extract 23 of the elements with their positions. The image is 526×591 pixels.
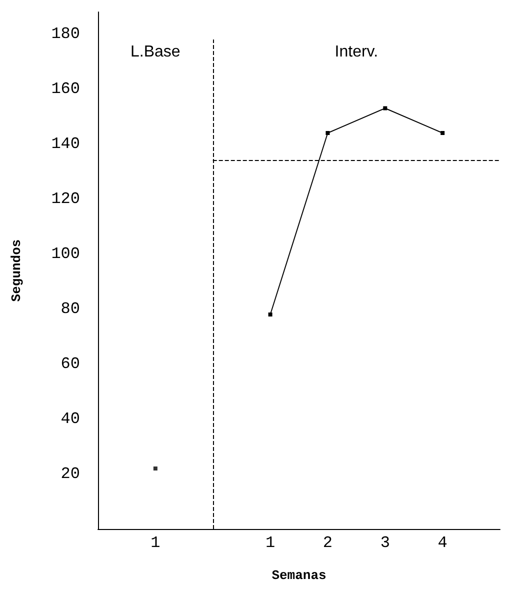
y-tick-label: 20 <box>60 465 80 483</box>
y-tick-label: 120 <box>51 190 80 208</box>
y-tick-label: 80 <box>60 300 80 318</box>
point <box>153 466 158 470</box>
point <box>268 312 272 316</box>
x-tick-label: 1 <box>150 534 160 552</box>
x-tick-label: 3 <box>380 534 390 552</box>
y-tick-label: 100 <box>51 245 80 263</box>
y-tick-label: 60 <box>60 355 80 373</box>
y-tick-label: 140 <box>51 135 80 153</box>
y-tick-label: 180 <box>51 25 80 43</box>
y-tick-label: 160 <box>51 80 80 98</box>
x-tick-label: 1 <box>265 534 276 552</box>
point <box>326 131 330 135</box>
point <box>383 106 388 110</box>
x-axis-title: Semanas <box>272 568 327 583</box>
x-tick-label: 4 <box>438 534 448 552</box>
annotation: L.Base <box>130 44 180 60</box>
x-tick-label: 2 <box>322 534 333 552</box>
y-axis-title: Segundos <box>9 239 24 302</box>
y-tick-label: 40 <box>60 410 80 428</box>
annotation: Interv. <box>334 44 378 60</box>
point <box>440 131 445 135</box>
